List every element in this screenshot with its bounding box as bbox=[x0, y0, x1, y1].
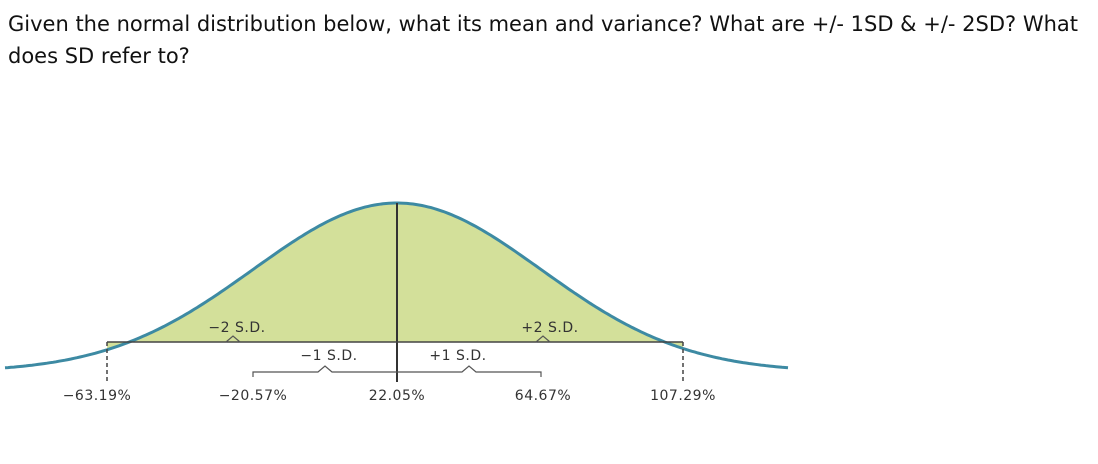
sd-label: +1 S.D. bbox=[429, 348, 486, 364]
axis-label: 107.29% bbox=[650, 388, 716, 404]
axis-label: −20.57% bbox=[219, 388, 288, 404]
shaded-area bbox=[107, 203, 683, 350]
bracket bbox=[252, 365, 397, 377]
bracket-tip bbox=[225, 335, 241, 343]
bracket-tip bbox=[535, 335, 551, 343]
sd-label: −2 S.D. bbox=[208, 320, 265, 336]
sd-label: −1 S.D. bbox=[300, 348, 357, 364]
sd-label: +2 S.D. bbox=[521, 320, 578, 336]
axis-label: 64.67% bbox=[515, 388, 571, 404]
bracket bbox=[397, 365, 542, 377]
axis-label: 22.05% bbox=[369, 388, 425, 404]
axis-label: −63.19% bbox=[63, 388, 132, 404]
question-text: Given the normal distribution below, wha… bbox=[8, 12, 1079, 68]
